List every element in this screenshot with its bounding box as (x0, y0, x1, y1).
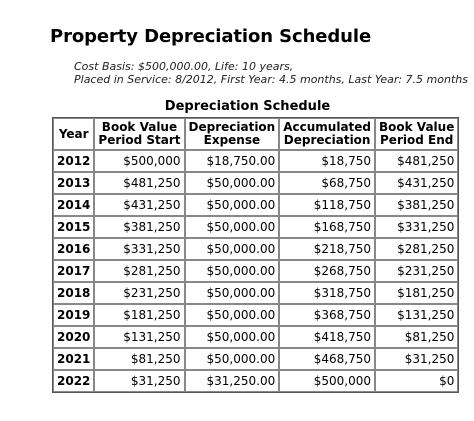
table-header-row: Year Book Value Period Start Depreciatio… (53, 118, 459, 150)
accumulated-depreciation-cell: $118,750 (279, 194, 376, 216)
table-row: 2013 $481,250 $50,000.00 $68,750 $431,250 (53, 172, 459, 194)
book-value-end-cell: $131,250 (375, 304, 459, 326)
depreciation-expense-cell: $50,000.00 (184, 260, 280, 282)
header-year-label: Year (58, 126, 89, 141)
book-value-end-cell: $281,250 (375, 238, 459, 260)
header-line: Book Value (101, 120, 178, 134)
accumulated-depreciation-cell: $368,750 (279, 304, 376, 326)
accumulated-depreciation-cell: $468,750 (279, 348, 376, 370)
year-cell: 2014 (53, 194, 95, 216)
depreciation-expense-cell: $31,250.00 (184, 370, 280, 392)
book-value-end-cell: $0 (375, 370, 459, 392)
page-title: Property Depreciation Schedule (50, 26, 372, 47)
table-row: 2012 $500,000 $18,750.00 $18,750 $481,250 (53, 150, 459, 172)
table-row: 2020 $131,250 $50,000.00 $418,750 $81,250 (53, 326, 459, 348)
year-cell: 2016 (53, 238, 95, 260)
accumulated-depreciation-cell: $218,750 (279, 238, 376, 260)
accumulated-depreciation-cell: $500,000 (279, 370, 376, 392)
accumulated-depreciation-cell: $68,750 (279, 172, 376, 194)
header-book-value-start: Book Value Period Start (94, 118, 185, 150)
book-value-start-cell: $81,250 (94, 348, 185, 370)
book-value-end-cell: $381,250 (375, 194, 459, 216)
depreciation-expense-cell: $50,000.00 (184, 326, 280, 348)
placed-in-service-line: Placed in Service: 8/2012, First Year: 4… (74, 73, 468, 86)
header-line: Period Start (98, 133, 181, 147)
depreciation-expense-cell: $18,750.00 (184, 150, 280, 172)
year-cell: 2019 (53, 304, 95, 326)
book-value-end-cell: $81,250 (375, 326, 459, 348)
header-line: Accumulated (283, 120, 372, 134)
accumulated-depreciation-cell: $418,750 (279, 326, 376, 348)
year-cell: 2022 (53, 370, 95, 392)
book-value-start-cell: $281,250 (94, 260, 185, 282)
year-cell: 2015 (53, 216, 95, 238)
year-cell: 2017 (53, 260, 95, 282)
depreciation-table: Year Book Value Period Start Depreciatio… (52, 117, 460, 393)
table-row: 2017 $281,250 $50,000.00 $268,750 $231,250 (53, 260, 459, 282)
accumulated-depreciation-cell: $268,750 (279, 260, 376, 282)
table-row: 2018 $231,250 $50,000.00 $318,750 $181,250 (53, 282, 459, 304)
depreciation-expense-cell: $50,000.00 (184, 282, 280, 304)
header-line: Book Value (379, 120, 455, 134)
book-value-start-cell: $331,250 (94, 238, 185, 260)
book-value-start-cell: $181,250 (94, 304, 185, 326)
year-cell: 2013 (53, 172, 95, 194)
header-book-value-end: Book Value Period End (375, 118, 459, 150)
table-row: 2015 $381,250 $50,000.00 $168,750 $331,250 (53, 216, 459, 238)
header-accumulated-depreciation: Accumulated Depreciation (279, 118, 376, 150)
accumulated-depreciation-cell: $318,750 (279, 282, 376, 304)
year-cell: 2021 (53, 348, 95, 370)
book-value-start-cell: $31,250 (94, 370, 185, 392)
table-row: 2016 $331,250 $50,000.00 $218,750 $281,250 (53, 238, 459, 260)
year-cell: 2012 (53, 150, 95, 172)
header-line: Depreciation (283, 133, 371, 147)
accumulated-depreciation-cell: $18,750 (279, 150, 376, 172)
book-value-end-cell: $31,250 (375, 348, 459, 370)
table-body: 2012 $500,000 $18,750.00 $18,750 $481,250 201… (53, 150, 459, 392)
table-row: 2019 $181,250 $50,000.00 $368,750 $131,250 (53, 304, 459, 326)
cost-basis-line: Cost Basis: $500,000.00, Life: 10 years, (74, 60, 294, 73)
book-value-start-cell: $381,250 (94, 216, 185, 238)
header-line: Depreciation (188, 120, 276, 134)
header-depreciation-expense: Depreciation Expense (184, 118, 280, 150)
book-value-start-cell: $500,000 (94, 150, 185, 172)
book-value-end-cell: $331,250 (375, 216, 459, 238)
book-value-start-cell: $481,250 (94, 172, 185, 194)
header-line: Period End (380, 133, 454, 147)
book-value-end-cell: $431,250 (375, 172, 459, 194)
header-line: Expense (203, 133, 261, 147)
header-year: Year (53, 118, 95, 150)
depreciation-expense-cell: $50,000.00 (184, 172, 280, 194)
depreciation-expense-cell: $50,000.00 (184, 348, 280, 370)
table-row: 2022 $31,250 $31,250.00 $500,000 $0 (53, 370, 459, 392)
accumulated-depreciation-cell: $168,750 (279, 216, 376, 238)
depreciation-expense-cell: $50,000.00 (184, 194, 280, 216)
depreciation-expense-cell: $50,000.00 (184, 304, 280, 326)
table-caption: Depreciation Schedule (164, 99, 331, 114)
book-value-end-cell: $181,250 (375, 282, 459, 304)
year-cell: 2018 (53, 282, 95, 304)
table-row: 2021 $81,250 $50,000.00 $468,750 $31,250 (53, 348, 459, 370)
depreciation-expense-cell: $50,000.00 (184, 238, 280, 260)
year-cell: 2020 (53, 326, 95, 348)
book-value-start-cell: $231,250 (94, 282, 185, 304)
depreciation-expense-cell: $50,000.00 (184, 216, 280, 238)
cost-basis-summary: Cost Basis: $500,000.00, Life: 10 years,… (74, 60, 468, 86)
book-value-start-cell: $431,250 (94, 194, 185, 216)
book-value-end-cell: $231,250 (375, 260, 459, 282)
table-row: 2014 $431,250 $50,000.00 $118,750 $381,250 (53, 194, 459, 216)
book-value-start-cell: $131,250 (94, 326, 185, 348)
book-value-end-cell: $481,250 (375, 150, 459, 172)
